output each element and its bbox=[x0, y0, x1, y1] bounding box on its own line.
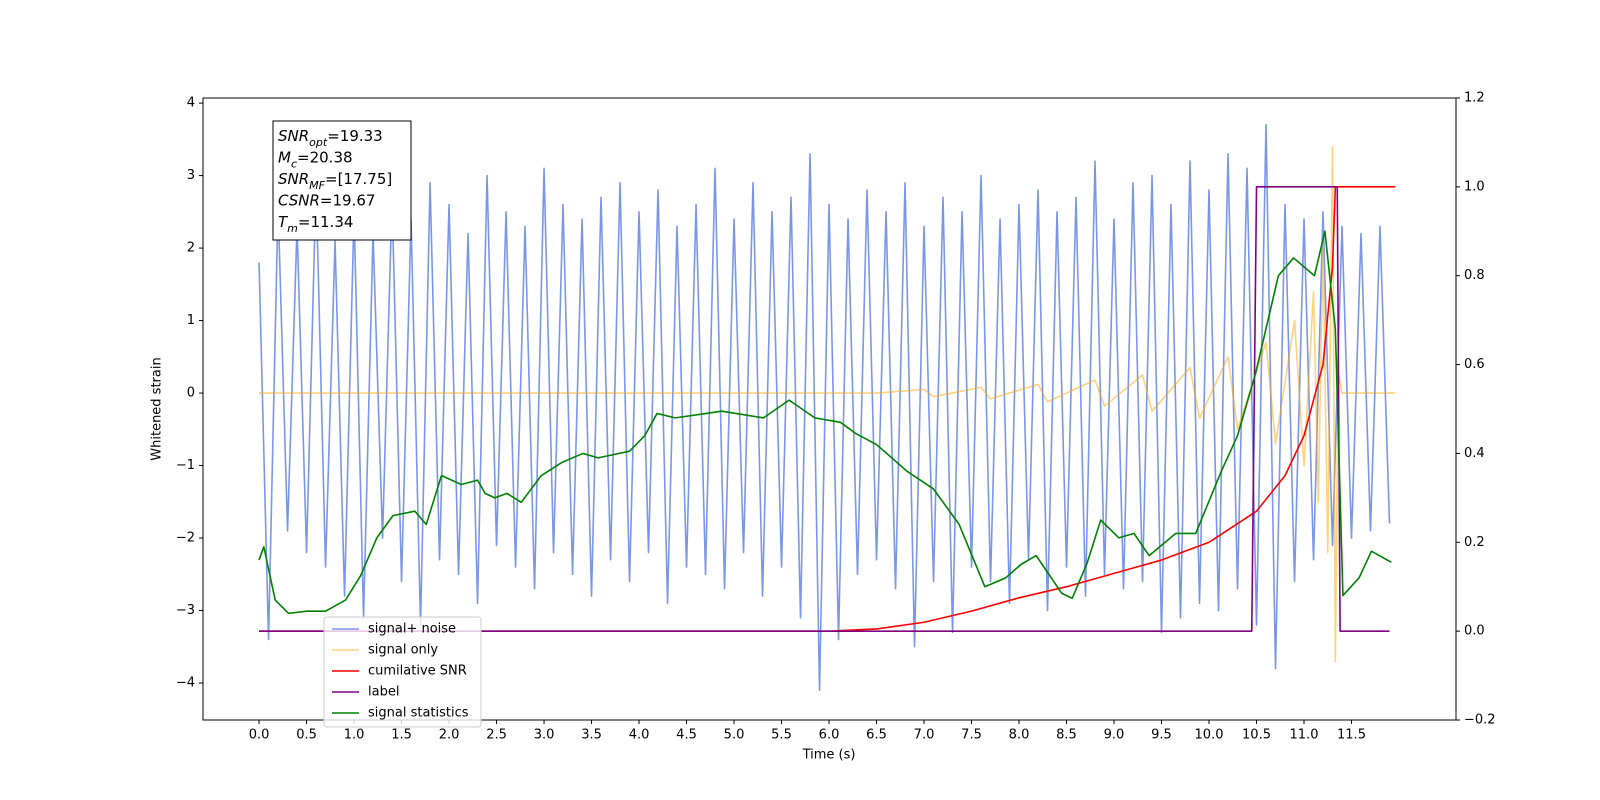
series-line bbox=[259, 186, 1390, 632]
x-tick-label: 0.5 bbox=[296, 728, 317, 743]
annotation-symbol: SNR bbox=[278, 127, 309, 145]
y2-tick-label: 0.2 bbox=[1464, 535, 1485, 550]
annotation-value: =[17.75] bbox=[325, 170, 392, 188]
series-line bbox=[259, 145, 1396, 663]
annotation-box bbox=[272, 120, 412, 241]
annotation-subscript: m bbox=[287, 222, 298, 235]
annotation-value: =19.33 bbox=[327, 127, 383, 145]
annotation-value: =20.38 bbox=[297, 148, 353, 166]
x-tick-label: 2.5 bbox=[486, 728, 507, 743]
x-tick-label: 5.5 bbox=[771, 728, 792, 743]
y-tick-label: −4 bbox=[176, 676, 195, 691]
x-tick-label: 4.5 bbox=[676, 728, 697, 743]
series-line bbox=[258, 230, 1392, 615]
annotation-subscript: c bbox=[291, 157, 297, 170]
x-tick-label: 11.0 bbox=[1290, 728, 1319, 743]
x-tick-label: 6.5 bbox=[866, 728, 887, 743]
x-tick-label: 7.0 bbox=[914, 728, 935, 743]
x-tick-label: 8.0 bbox=[1009, 728, 1030, 743]
series-line bbox=[258, 124, 1391, 692]
annotation-value: =11.34 bbox=[298, 213, 354, 231]
y-tick-label: −2 bbox=[176, 531, 195, 546]
legend-label: signal statistics bbox=[368, 706, 469, 721]
annotation-symbol: CSNR bbox=[278, 191, 320, 209]
annotation-subscript: opt bbox=[309, 136, 328, 149]
x-tick-label: 2.0 bbox=[439, 728, 460, 743]
x-tick-label: 5.0 bbox=[724, 728, 745, 743]
x-tick-label: 10.5 bbox=[1242, 728, 1271, 743]
legend-label: label bbox=[368, 685, 399, 700]
y2-tick-label: 1.2 bbox=[1464, 91, 1485, 106]
y-tick-label: 3 bbox=[187, 168, 195, 183]
legend-label: cumilative SNR bbox=[368, 664, 467, 679]
x-axis-label: Time (s) bbox=[802, 748, 856, 763]
annotation-subscript: MF bbox=[309, 179, 325, 192]
legend-box bbox=[323, 616, 482, 728]
annotation-line: CSNR=19.67 bbox=[278, 191, 375, 209]
y-tick-label: 4 bbox=[187, 96, 195, 111]
y-tick-label: −3 bbox=[176, 603, 195, 618]
y2-tick-label: 0.4 bbox=[1464, 446, 1485, 461]
annotation-line: SNRMF=[17.75] bbox=[278, 170, 392, 192]
annotation-symbol: SNR bbox=[278, 170, 309, 188]
x-tick-label: 9.5 bbox=[1151, 728, 1172, 743]
y-tick-label: 2 bbox=[187, 241, 195, 256]
x-tick-label: 4.0 bbox=[629, 728, 650, 743]
x-tick-label: 9.0 bbox=[1104, 728, 1125, 743]
x-tick-label: 0.0 bbox=[249, 728, 270, 743]
x-tick-label: 8.5 bbox=[1056, 728, 1077, 743]
series-line bbox=[259, 186, 1396, 632]
y2-tick-label: −0.2 bbox=[1464, 713, 1496, 728]
legend-label: signal+ noise bbox=[368, 622, 456, 637]
y-tick-label: 0 bbox=[187, 386, 195, 401]
x-tick-label: 11.5 bbox=[1337, 728, 1366, 743]
annotation-symbol: T bbox=[278, 213, 289, 231]
x-tick-label: 10.0 bbox=[1195, 728, 1224, 743]
legend-label: signal only bbox=[368, 643, 438, 658]
x-tick-label: 3.5 bbox=[581, 728, 602, 743]
annotation-value: =19.67 bbox=[320, 191, 376, 209]
y2-tick-label: 1.0 bbox=[1464, 179, 1485, 194]
x-tick-label: 3.0 bbox=[534, 728, 555, 743]
y-tick-label: −1 bbox=[176, 458, 195, 473]
annotation-symbol: M bbox=[278, 148, 291, 166]
annotation-line: Tm=11.34 bbox=[278, 213, 353, 235]
y2-tick-label: 0.6 bbox=[1464, 357, 1485, 372]
y-tick-label: 1 bbox=[187, 313, 195, 328]
x-tick-label: 1.0 bbox=[344, 728, 365, 743]
x-tick-label: 1.5 bbox=[391, 728, 412, 743]
x-tick-label: 6.0 bbox=[819, 728, 840, 743]
y2-tick-label: 0.0 bbox=[1464, 624, 1485, 639]
annotation-line: Mc=20.38 bbox=[278, 148, 353, 170]
annotation-line: SNRopt=19.33 bbox=[278, 127, 383, 149]
y-axis-label: Whitened strain bbox=[150, 357, 165, 460]
y2-tick-label: 0.8 bbox=[1464, 268, 1485, 283]
x-tick-label: 7.5 bbox=[961, 728, 982, 743]
